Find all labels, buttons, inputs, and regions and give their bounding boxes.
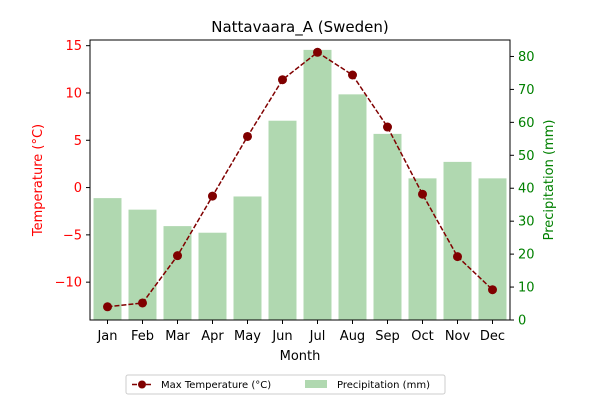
precipitation-bar-nov	[443, 161, 472, 320]
temperature-point-apr	[208, 191, 217, 201]
precipitation-tick-label: 0	[518, 314, 526, 329]
temperature-point-oct	[418, 189, 427, 199]
temperature-point-jun	[278, 75, 287, 85]
temperature-point-may	[243, 131, 252, 141]
month-tick-label: Nov	[445, 329, 471, 344]
precipitation-tick-label: 50	[518, 149, 535, 164]
left-axis-label: Temperature (°C)	[31, 124, 46, 237]
precipitation-bar-jul	[303, 49, 332, 320]
precipitation-tick-label: 20	[518, 248, 535, 263]
plot-frame	[89, 39, 511, 321]
temperature-point-dec	[488, 285, 497, 295]
chart-title: Nattavaara_A (Sweden)	[211, 18, 389, 37]
temperature-point-aug	[348, 70, 357, 80]
temperature-axis: −10 −5 0 5 10 15	[55, 39, 90, 291]
month-tick-label: Dec	[480, 329, 505, 344]
legend-frame	[125, 374, 446, 395]
temperature-tick-label: 5	[74, 134, 82, 149]
legend-precipitation-label: Precipitation (mm)	[337, 380, 430, 391]
month-tick-label: Mar	[165, 329, 190, 344]
temperature-point-jul	[313, 47, 322, 57]
x-axis-label: Month	[280, 349, 321, 364]
precipitation-bars	[93, 49, 507, 321]
month-tick-label: Apr	[201, 329, 224, 344]
precipitation-bar-aug	[338, 94, 367, 321]
right-axis-label: Precipitation (mm)	[542, 120, 557, 241]
precipitation-tick-label: 70	[518, 83, 535, 98]
temperature-line	[107, 51, 494, 308]
precipitation-bar-jan	[93, 198, 122, 320]
precipitation-bar-mar	[163, 226, 192, 320]
precipitation-axis: 0 10 20 30 40 50 60 70 80	[510, 50, 535, 329]
precipitation-tick-label: 30	[518, 215, 535, 230]
legend-bar-swatch	[305, 380, 327, 388]
month-tick-label: May	[234, 329, 261, 344]
temperature-point-mar	[173, 251, 182, 261]
precipitation-bar-oct	[408, 178, 437, 320]
temperature-tick-label: 15	[65, 39, 82, 54]
temperature-tick-label: −5	[63, 228, 82, 243]
precipitation-tick-label: 60	[518, 116, 535, 131]
temperature-point-jan	[103, 302, 112, 312]
precipitation-bar-apr	[198, 232, 227, 320]
month-tick-label: Jul	[309, 329, 326, 344]
precipitation-bar-may	[233, 196, 262, 320]
month-axis: Jan Feb Mar Apr May Jun Jul Aug Sep Oct Nov Dec	[96, 320, 505, 344]
temperature-point-feb	[138, 298, 147, 308]
month-tick-label: Jan	[96, 329, 117, 344]
temperature-point-sep	[383, 122, 392, 132]
temperature-line-series	[103, 47, 497, 312]
legend-marker-swatch	[138, 380, 146, 389]
temperature-tick-label: 0	[74, 181, 82, 196]
precipitation-bar-sep	[373, 133, 402, 320]
precipitation-tick-label: 40	[518, 182, 535, 197]
month-tick-label: Oct	[411, 329, 433, 344]
precipitation-tick-label: 80	[518, 50, 535, 65]
legend: Max Temperature (°C) Precipitation (mm)	[125, 374, 446, 395]
legend-temperature-label: Max Temperature (°C)	[161, 380, 271, 391]
month-tick-label: Aug	[340, 329, 365, 344]
precipitation-tick-label: 10	[518, 281, 535, 296]
precipitation-bar-dec	[478, 178, 507, 320]
month-tick-label: Feb	[131, 329, 154, 344]
month-tick-label: Sep	[375, 329, 400, 344]
temperature-tick-label: 10	[65, 86, 82, 101]
temperature-tick-label: −10	[55, 276, 82, 291]
precipitation-bar-jun	[268, 120, 297, 321]
month-tick-label: Jun	[271, 329, 292, 344]
temperature-point-nov	[453, 252, 462, 262]
